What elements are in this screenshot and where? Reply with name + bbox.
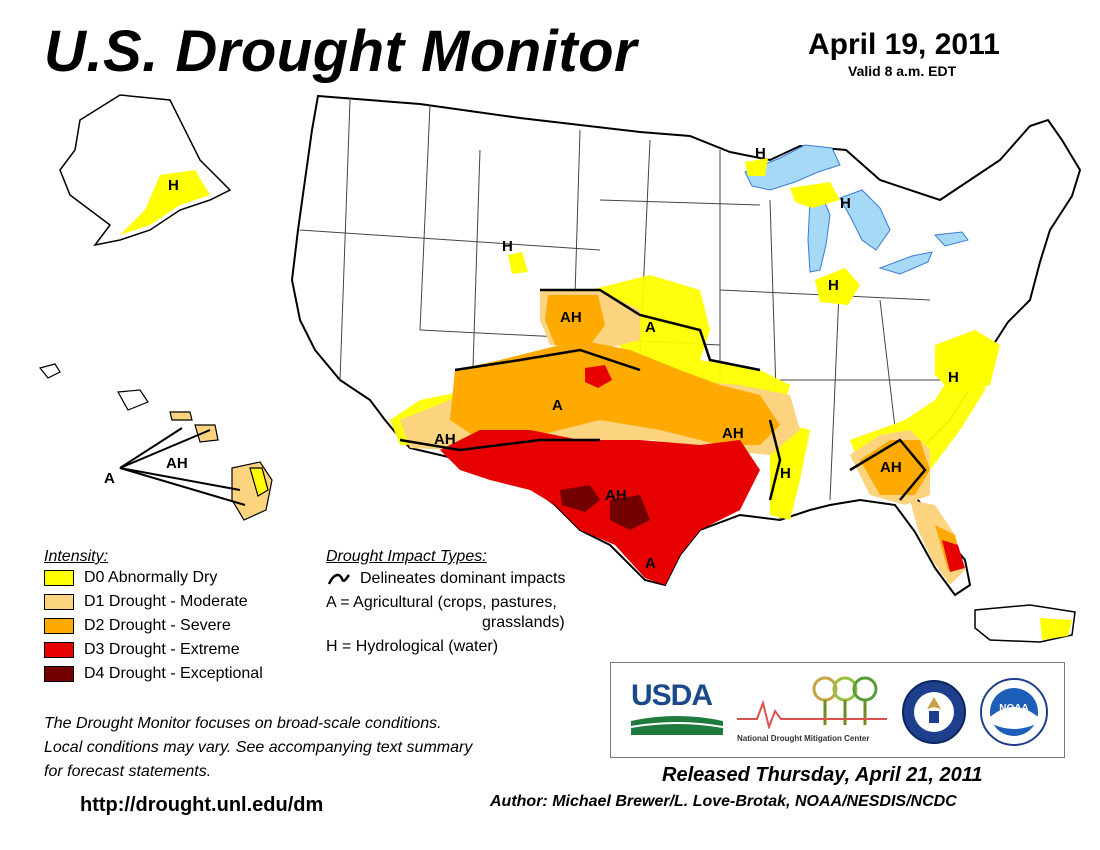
legend-item-d3: D3 Drought - Extreme xyxy=(44,638,263,662)
legend-swatch-d2 xyxy=(44,618,74,634)
d2-area-colorado xyxy=(545,295,605,345)
impact-delineates-row: Delineates dominant impacts xyxy=(326,570,565,588)
map-label-texas-ah: AH xyxy=(605,487,627,504)
commerce-seal-icon xyxy=(901,679,967,750)
map-date: April 19, 2011 xyxy=(808,28,1000,61)
puerto-rico-d0 xyxy=(1040,618,1072,640)
disclaimer-line-3: for forecast statements. xyxy=(44,763,212,780)
alaska-outline xyxy=(59,94,232,247)
d2-area-plains xyxy=(450,340,780,445)
legend-label-d4: D4 Drought - Exceptional xyxy=(84,665,263,682)
legend-item-d4: D4 Drought - Exceptional xyxy=(44,662,263,686)
valid-time: Valid 8 a.m. EDT xyxy=(848,63,957,79)
map-label-hawaii-a: A xyxy=(104,470,115,487)
ndmc-logo-graphic xyxy=(737,676,887,731)
legend-swatch-d3 xyxy=(44,642,74,658)
lake-ontario xyxy=(933,231,969,247)
map-label-michigan-h: H xyxy=(840,195,851,212)
usda-logo: USDA xyxy=(630,679,724,740)
ndmc-text-line2: Drought Mitigation Center xyxy=(770,734,870,743)
page-title: U.S. Drought Monitor xyxy=(44,19,638,84)
impact-hydrological: H = Hydrological (water) xyxy=(326,638,499,655)
legend-label-d1: D1 Drought - Moderate xyxy=(84,593,248,610)
impact-agricultural-line2: grasslands) xyxy=(482,614,565,631)
lake-huron xyxy=(839,189,891,251)
usda-logo-hills xyxy=(630,716,724,735)
legend-swatch-d1 xyxy=(44,594,74,610)
d0-area-indiana xyxy=(815,268,860,305)
map-label-superior-h: H xyxy=(755,145,766,162)
intensity-legend: Intensity: D0 Abnormally Dry D1 Drought … xyxy=(44,548,263,686)
map-label-hawaii-ah: AH xyxy=(166,455,188,472)
map-label-arkansas-ah: AH xyxy=(722,425,744,442)
d3-area-texas xyxy=(440,430,760,585)
lake-superior xyxy=(744,144,841,191)
d4-area-texas xyxy=(560,485,600,512)
d3-area-florida xyxy=(942,540,965,572)
d3-area-kansas xyxy=(585,365,612,388)
legend-swatch-d4 xyxy=(44,666,74,682)
impact-line-icon xyxy=(327,573,350,585)
d0-area-carolina xyxy=(935,330,1000,395)
hawaii-islands xyxy=(38,363,273,521)
intensity-heading: Intensity: xyxy=(44,548,109,565)
noaa-logo-text: NOAA xyxy=(999,703,1028,714)
noaa-logo-icon: NOAA xyxy=(979,677,1049,752)
legend-label-d0: D0 Abnormally Dry xyxy=(84,569,218,586)
impact-lines xyxy=(399,288,927,501)
hawaii-pointer-lines xyxy=(119,427,246,506)
legend-item-d1: D1 Drought - Moderate xyxy=(44,590,263,614)
released-date: Released Thursday, April 21, 2011 xyxy=(662,764,983,786)
map-label-alaska-h: H xyxy=(168,177,179,194)
alaska-d0 xyxy=(120,170,210,235)
map-label-indiana-h: H xyxy=(828,277,839,294)
disclaimer-line-1: The Drought Monitor focuses on broad-sca… xyxy=(44,715,442,732)
legend-label-d3: D3 Drought - Extreme xyxy=(84,641,240,658)
map-label-newmexico-a: A xyxy=(552,397,563,414)
source-url[interactable]: http://drought.unl.edu/dm xyxy=(80,794,324,816)
disclaimer: The Drought Monitor focuses on broad-sca… xyxy=(44,712,604,784)
lake-erie xyxy=(878,251,933,275)
impact-legend: Drought Impact Types: Delineates dominan… xyxy=(326,548,565,656)
map-label-carolina-h: H xyxy=(948,369,959,386)
map-label-colorado-ah: AH xyxy=(560,309,582,326)
map-label-wyoming-h: H xyxy=(502,238,513,255)
legend-swatch-d0 xyxy=(44,570,74,586)
map-label-kansas-a: A xyxy=(645,319,656,336)
d0-area-superior xyxy=(745,158,768,176)
logo-panel: USDA National Drought Mitigation Center xyxy=(610,662,1065,758)
ndmc-logo: National Drought Mitigation Center xyxy=(737,673,887,753)
ndmc-logo-text: National Drought Mitigation Center xyxy=(737,734,887,743)
d0-area-wyoming xyxy=(508,252,528,274)
usda-logo-text: USDA xyxy=(631,679,713,712)
impact-agricultural-line1: A = Agricultural (crops, pastures, xyxy=(326,594,557,611)
legend-item-d2: D2 Drought - Severe xyxy=(44,614,263,638)
impact-heading: Drought Impact Types: xyxy=(326,548,487,565)
map-label-georgia-ah: AH xyxy=(880,459,902,476)
ndmc-text-line1: National xyxy=(737,734,769,743)
impact-delineates-label: Delineates dominant impacts xyxy=(360,570,566,587)
legend-label-d2: D2 Drought - Severe xyxy=(84,617,231,634)
d4-area-texas-central xyxy=(610,495,650,530)
map-label-texas-coast-a: A xyxy=(645,555,656,572)
author-credit: Author: Michael Brewer/L. Love-Brotak, N… xyxy=(490,793,957,810)
map-label-louisiana-h: H xyxy=(780,465,791,482)
map-label-arizona-ah: AH xyxy=(434,431,456,448)
disclaimer-line-2: Local conditions may vary. See accompany… xyxy=(44,739,473,756)
legend-item-d0: D0 Abnormally Dry xyxy=(44,566,263,590)
d0-area-michigan xyxy=(790,182,840,208)
